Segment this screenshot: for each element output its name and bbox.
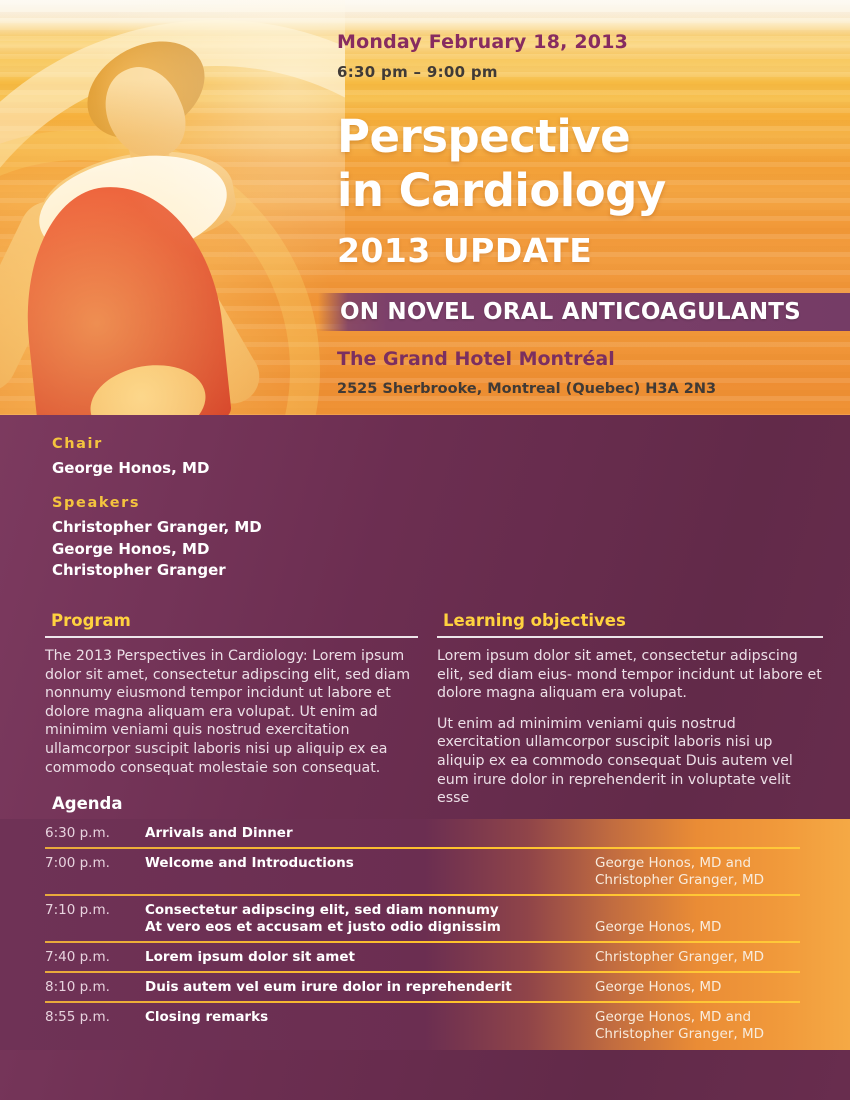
program-heading: Program [51,611,131,630]
agenda-item-title: Lorem ipsum dolor sit amet [145,949,355,965]
event-title-line2: in Cardiology [337,164,666,217]
speaker-name: Christopher Granger, MD [52,518,262,536]
agenda-time: 8:55 p.m. [45,1009,110,1025]
tank-top-white-trim [30,140,236,276]
agenda-row: 7:10 p.m. Consectetur adipscing elit, se… [45,896,850,943]
agenda-speaker: George Honos, MD and Christopher Granger… [595,1009,765,1042]
chair-heading: Chair [52,436,103,452]
agenda-item-title: Arrivals and Dinner [145,825,293,841]
agenda-time: 7:40 p.m. [45,949,110,965]
hero-content: Monday February 18, 2013 6:30 pm – 9:00 … [337,0,850,270]
speakers-heading: Speakers [52,495,141,511]
learning-objectives-heading: Learning objectives [443,611,626,630]
objectives-paragraph: Ut enim ad minimim veniami quis nostrud … [437,715,793,807]
learning-objectives-section: Learning objectives Lorem ipsum dolor si… [437,611,823,820]
event-date: Monday February 18, 2013 [337,31,629,53]
speaker-name: George Honos, MD [52,539,210,558]
agenda-item-title: Consectetur adipscing elit, sed diam non… [145,902,501,935]
event-title-line1: Perspective [337,110,631,163]
topic-banner: ON NOVEL ORAL ANTICOAGULANTS [318,293,850,331]
agenda-time: 6:30 p.m. [45,825,110,841]
speakers-section: Speakers Christopher Granger, MD George … [52,495,262,582]
woman-hair [70,22,222,158]
details-panel: Chair George Honos, MD Speakers Christop… [0,415,850,1100]
event-title-update: 2013 UPDATE [337,231,593,270]
learning-objectives-rule [437,636,823,638]
swirl-decoration [0,130,320,415]
venue-block: The Grand Hotel Montréal 2525 Sherbrooke… [337,348,716,397]
speakers-list: Christopher Granger, MD George Honos, MD… [52,517,262,582]
objectives-paragraph: Lorem ipsum dolor sit amet, consectetur … [437,648,822,702]
woman-neck [126,132,178,196]
speaker-name: Christopher Granger [52,561,226,579]
agenda-time: 8:10 p.m. [45,979,110,995]
agenda-speaker: Christopher Granger, MD [595,949,765,965]
agenda-speaker: George Honos, MD and Christopher Granger… [595,855,765,888]
woman-hands [84,356,212,415]
agenda-row: 6:30 p.m. Arrivals and Dinner [45,819,850,849]
agenda-time: 7:10 p.m. [45,902,110,918]
agenda-table: 6:30 p.m. Arrivals and Dinner 7:00 p.m. … [0,819,850,1050]
woman-shoulders [33,137,241,263]
fitness-woman-photo [0,0,345,415]
agenda-row: 8:10 p.m. Duis autem vel eum irure dolor… [45,973,850,1003]
chair-name: George Honos, MD [52,459,210,477]
agenda-item-title: Closing remarks [145,1009,269,1025]
woman-left-arm [0,191,90,402]
agenda-item-title: Welcome and Introductions [145,855,354,871]
agenda-speaker: George Honos, MD [595,919,722,935]
red-tank-top [13,176,233,415]
agenda-row: 7:00 p.m. Welcome and Introductions Geor… [45,849,850,896]
agenda-time: 7:00 p.m. [45,855,110,871]
program-section: Program The 2013 Perspectives in Cardiol… [45,611,418,777]
program-body: The 2013 Perspectives in Cardiology: Lor… [45,648,411,776]
program-rule [45,636,418,638]
learning-objectives-body: Lorem ipsum dolor sit amet, consectetur … [437,647,823,808]
woman-face [92,55,198,171]
hero-section: Monday February 18, 2013 6:30 pm – 9:00 … [0,0,850,415]
agenda-item-title: Duis autem vel eum irure dolor in repreh… [145,979,512,995]
agenda-row: 8:55 p.m. Closing remarks George Honos, … [45,1003,850,1050]
event-time: 6:30 pm – 9:00 pm [337,63,498,81]
event-title: Perspective in Cardiology [337,110,850,218]
woman-right-arm [124,217,270,414]
agenda-row: 7:40 p.m. Lorem ipsum dolor sit amet Chr… [45,943,850,973]
venue-name: The Grand Hotel Montréal [337,348,615,370]
venue-address: 2525 Sherbrooke, Montreal (Quebec) H3A 2… [337,381,717,397]
agenda-speaker: George Honos, MD [595,979,722,995]
chair-section: Chair George Honos, MD [52,436,209,479]
agenda-heading: Agenda [52,794,123,813]
